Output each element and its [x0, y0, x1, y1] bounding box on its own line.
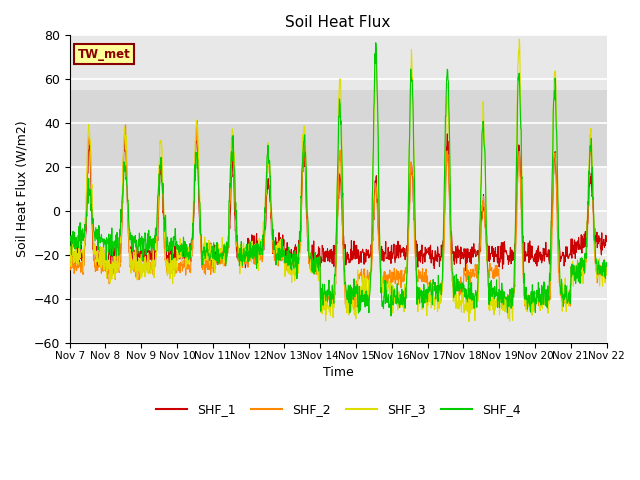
X-axis label: Time: Time	[323, 366, 353, 379]
Y-axis label: Soil Heat Flux (W/m2): Soil Heat Flux (W/m2)	[15, 121, 28, 257]
Legend: SHF_1, SHF_2, SHF_3, SHF_4: SHF_1, SHF_2, SHF_3, SHF_4	[151, 398, 525, 421]
Bar	[70, 90, 607, 167]
Text: TW_met: TW_met	[77, 48, 131, 60]
Title: Soil Heat Flux: Soil Heat Flux	[285, 15, 391, 30]
